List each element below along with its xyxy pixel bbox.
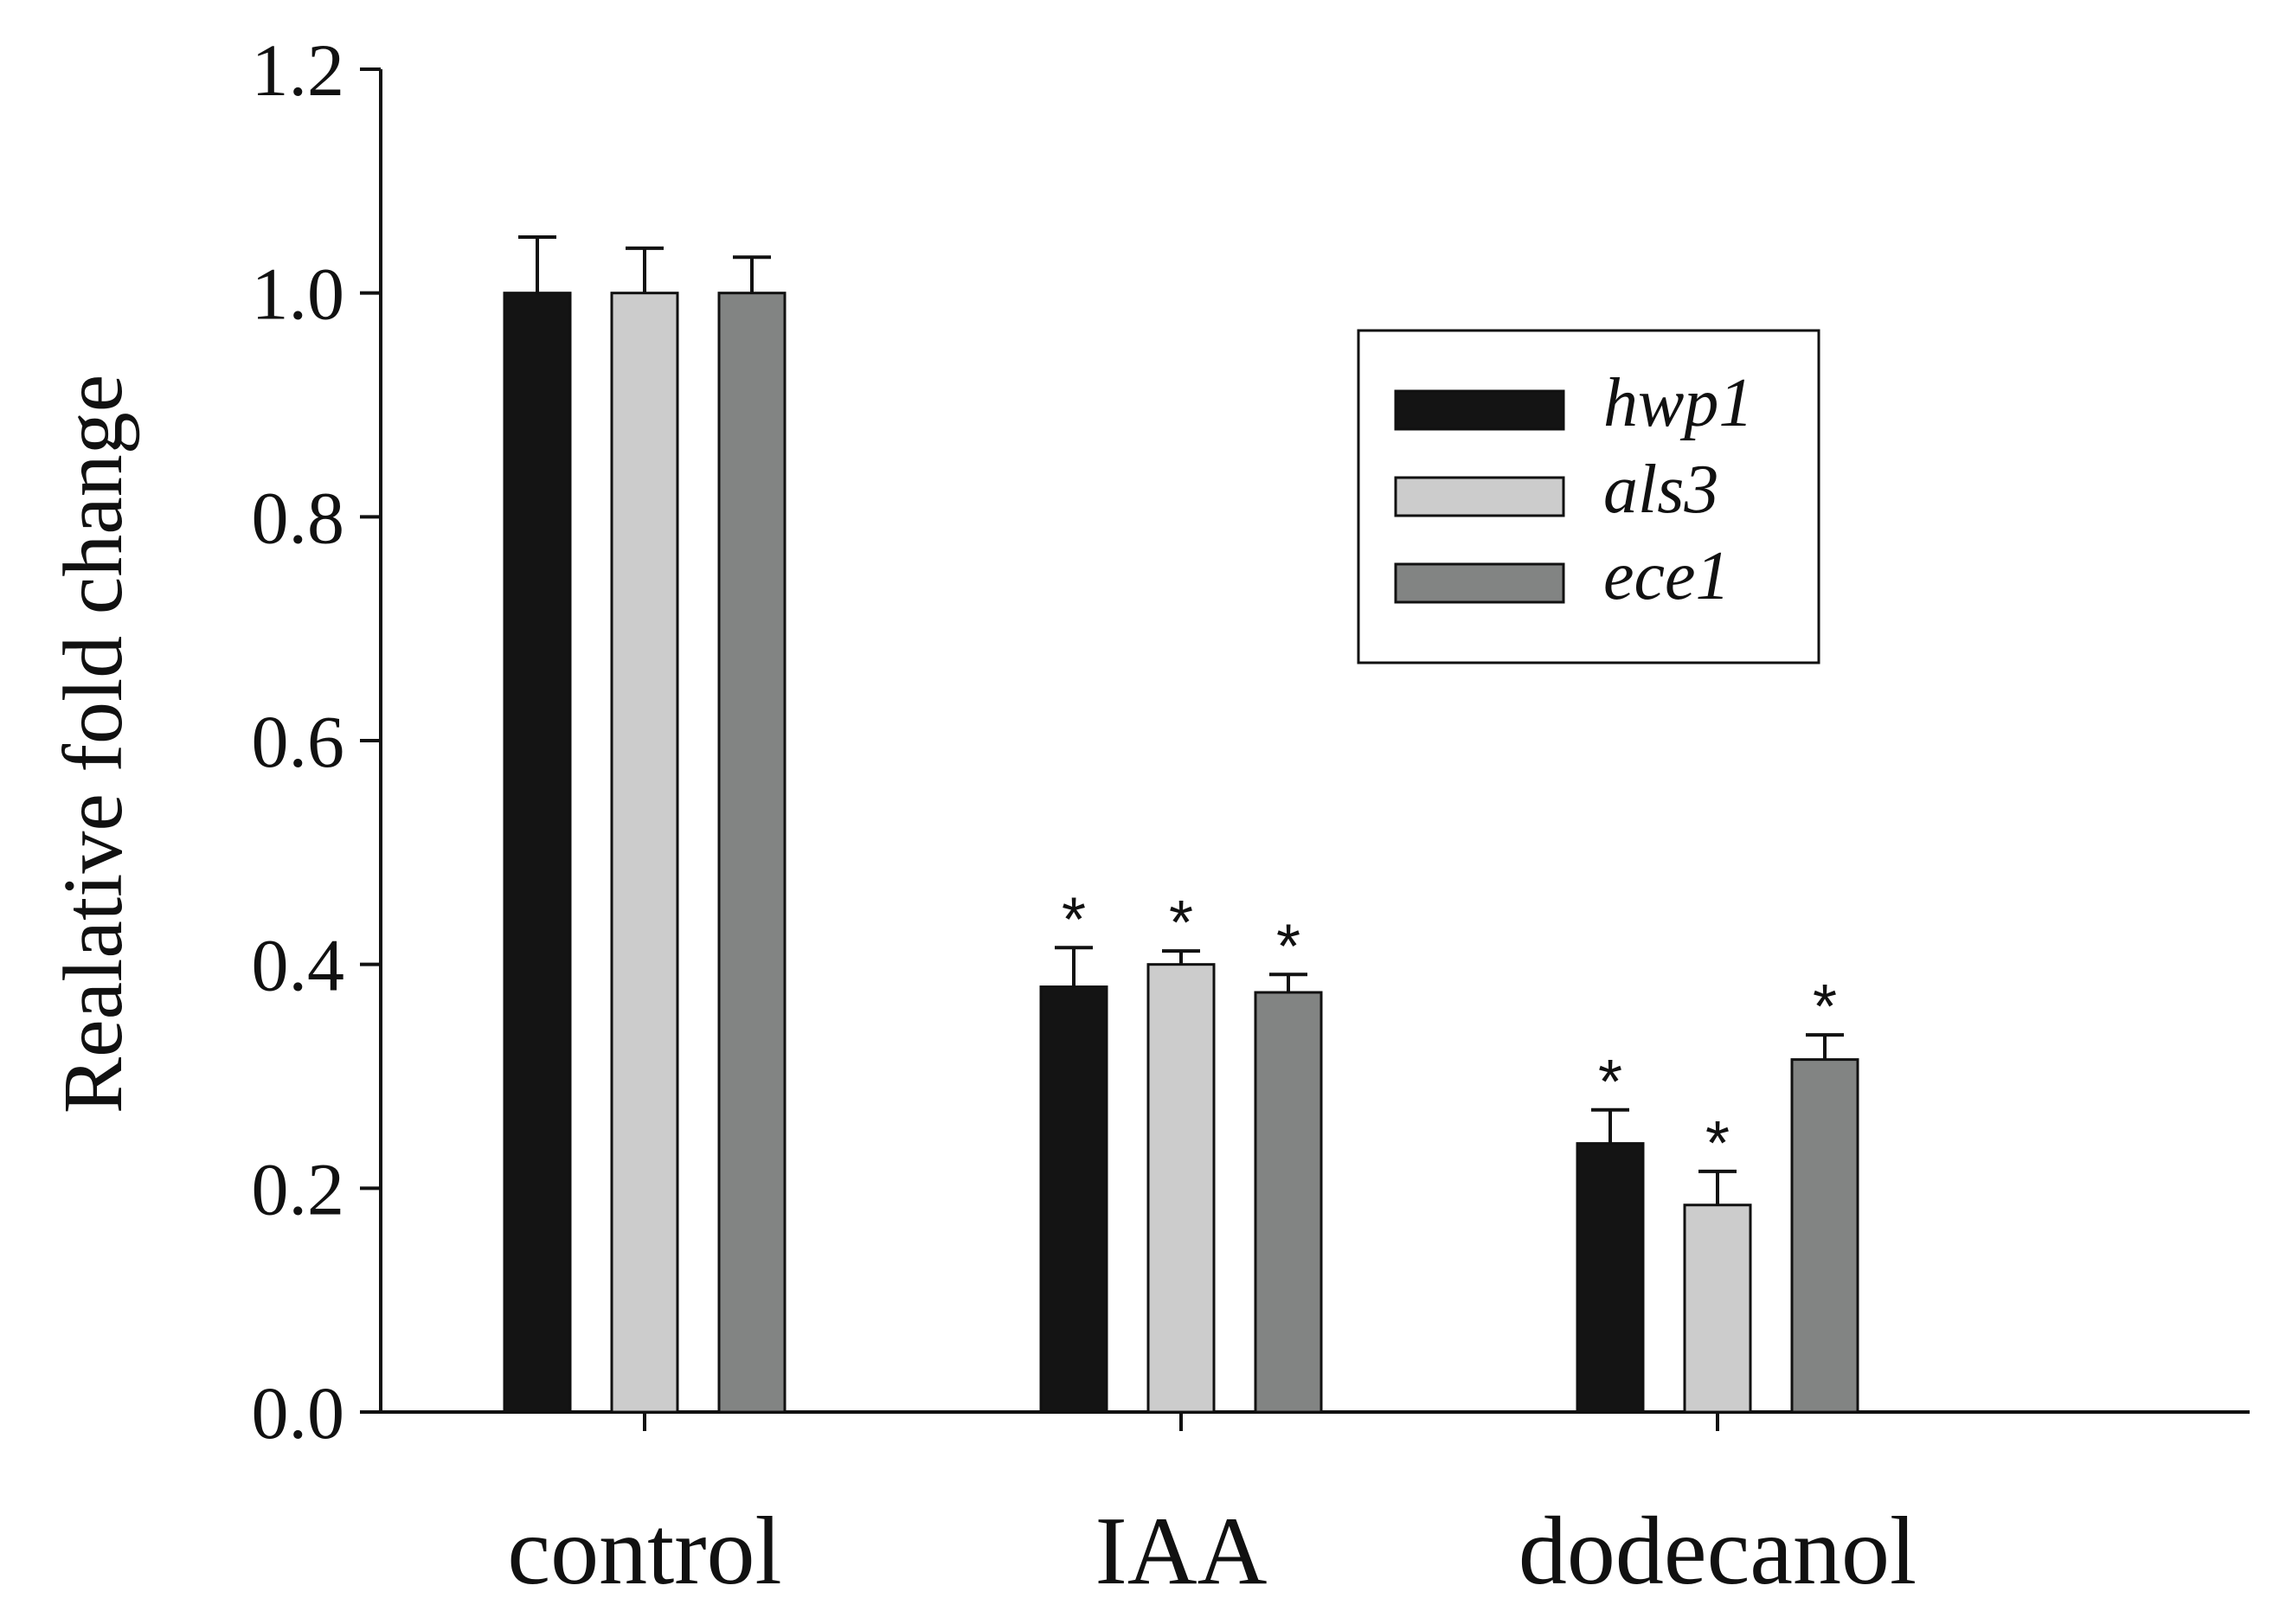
bars: * * * * * * [503,235,1859,1414]
bar [1146,963,1216,1414]
bar [1683,1204,1752,1414]
significance-marker: * [1705,1109,1730,1178]
bar [1254,991,1323,1414]
legend-swatch [1394,389,1565,431]
y-tick-label: 1.0 [252,253,345,336]
significance-marker: * [1598,1048,1622,1117]
legend-swatch [1394,476,1565,517]
y-tick-label: 0.2 [252,1147,345,1230]
bar [717,292,787,1414]
x-axis: control IAA dodecanol [360,1410,2250,1605]
bar [1576,1142,1645,1414]
y-axis: 0.0 0.2 0.4 0.6 0.8 1.0 1.2 [252,29,382,1454]
x-tick-label: IAA [1095,1498,1267,1605]
y-axis-title: Realative fold change [47,375,140,1114]
significance-marker: * [1276,912,1300,981]
legend-label: hwp1 [1603,365,1753,441]
y-tick-label: 0.6 [252,700,345,783]
significance-marker: * [1169,889,1193,958]
y-tick-label: 0.4 [252,924,345,1007]
legend-swatch [1394,562,1565,604]
bar [503,292,572,1414]
x-tick-label: dodecanol [1519,1498,1917,1605]
y-tick-label: 1.2 [252,29,345,112]
legend-label: als3 [1603,452,1718,528]
legend: hwp1 als3 ece1 [1357,329,1820,664]
bar [1039,985,1108,1414]
y-tick-label: 0.8 [252,476,345,559]
y-tick-label: 0.0 [252,1371,345,1454]
bar [610,292,679,1414]
legend-label: ece1 [1603,538,1730,614]
significance-marker: * [1062,885,1086,954]
x-tick-label: control [507,1498,781,1605]
significance-marker: * [1813,972,1837,1042]
bar [1790,1058,1859,1414]
